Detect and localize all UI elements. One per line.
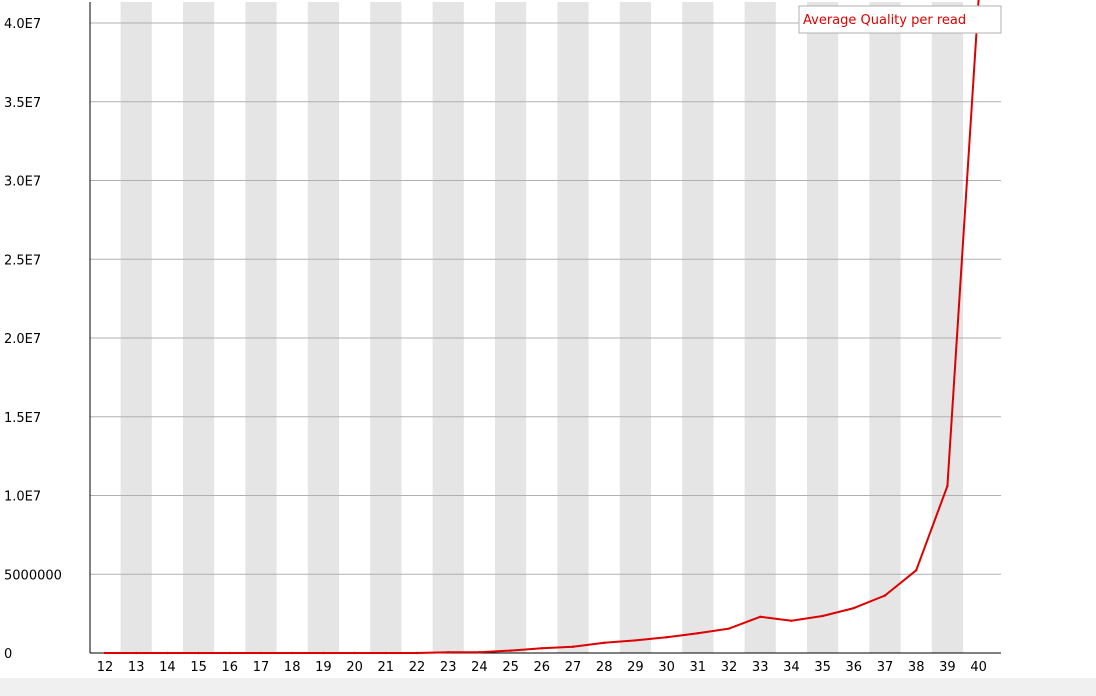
y-tick-2.0E7: 2.0E7	[4, 332, 41, 347]
data-point-26	[540, 647, 543, 650]
stripe-17	[245, 2, 277, 653]
data-point-27	[571, 645, 575, 648]
x-tick-34: 34	[783, 660, 800, 675]
data-point-24	[478, 651, 481, 654]
series-group	[103, 0, 980, 655]
data-point-16	[228, 651, 231, 655]
x-tick-30: 30	[658, 660, 675, 675]
stripe-31	[682, 2, 714, 653]
x-tick-37: 37	[877, 660, 894, 675]
x-tick-labels: 12 13 14 15 16 17 18 19 20 21 22 23 24 25 26 27 28 29 30 31…	[97, 660, 987, 675]
data-point-30	[665, 636, 668, 639]
stripe-15	[183, 2, 215, 653]
bottom-strip	[0, 678, 1096, 696]
y-tick-0: 0	[4, 647, 12, 662]
x-tick-29: 29	[627, 660, 644, 675]
x-tick-33: 33	[752, 660, 769, 675]
data-point-33	[759, 615, 762, 618]
data-point-15	[197, 651, 200, 655]
stripe-33	[744, 2, 776, 653]
data-point-17	[259, 651, 263, 655]
y-tick-2.5E7: 2.5E7	[4, 253, 41, 268]
x-tick-12: 12	[97, 660, 114, 675]
x-tick-36: 36	[846, 660, 863, 675]
y-tick-4.0E7: 4.0E7	[4, 17, 41, 32]
x-tick-38: 38	[908, 660, 925, 675]
legend-box	[798, 5, 1002, 34]
data-point-36	[852, 606, 855, 610]
x-tick-22: 22	[409, 660, 426, 675]
stripe-13	[120, 2, 152, 653]
stripe-21	[370, 2, 402, 653]
x-tick-28: 28	[596, 660, 613, 675]
x-tick-19: 19	[315, 660, 332, 675]
y-tick-1.5E7: 1.5E7	[4, 411, 41, 426]
x-tick-23: 23	[440, 660, 457, 675]
data-point-21	[384, 651, 387, 655]
data-point-40	[977, 0, 980, 1]
y-tick-1.0E7: 1.0E7	[4, 490, 41, 505]
legend-label: Average Quality per read	[803, 13, 966, 28]
x-tick-15: 15	[190, 660, 207, 675]
x-tick-40: 40	[970, 660, 987, 675]
data-point-29	[634, 639, 637, 642]
data-point-38	[915, 569, 918, 572]
stripe-25	[495, 2, 527, 653]
x-tick-35: 35	[814, 660, 831, 675]
data-point-13	[135, 651, 138, 655]
x-tick-27: 27	[565, 660, 582, 675]
x-tick-16: 16	[222, 660, 239, 675]
x-tick-21: 21	[378, 660, 395, 675]
chart-svg: 0 5000000 1.0E7 1.5E7 2.0E7 2.5E7 3.0E7 3.5E7 4.…	[4, 0, 1002, 675]
x-tick-26: 26	[534, 660, 551, 675]
data-point-31	[696, 632, 699, 635]
x-tick-25: 25	[502, 660, 519, 675]
x-tick-24: 24	[471, 660, 488, 675]
gridlines	[90, 22, 1001, 575]
data-point-19	[322, 651, 325, 655]
legend: Average Quality per read	[798, 5, 1002, 34]
stripe-35	[807, 2, 839, 653]
column-stripes	[120, 2, 963, 653]
y-tick-labels: 0 5000000 1.0E7 1.5E7 2.0E7 2.5E7 3.0E7 3.5E7 4.…	[4, 17, 62, 662]
chart-area: 0 5000000 1.0E7 1.5E7 2.0E7 2.5E7 3.0E7 3.5E7 4.…	[4, 0, 1002, 675]
series-line-0	[105, 0, 980, 654]
data-point-18	[291, 651, 294, 655]
stripe-23	[432, 2, 464, 653]
stripe-27	[557, 2, 589, 653]
data-point-23	[447, 651, 450, 654]
stripe-29	[619, 2, 651, 653]
x-tick-31: 31	[690, 660, 707, 675]
data-point-14	[166, 651, 169, 655]
data-point-12	[103, 651, 107, 655]
y-tick-5000000: 5000000	[4, 568, 62, 583]
x-tick-18: 18	[284, 660, 301, 675]
data-point-34	[790, 619, 793, 622]
x-tick-14: 14	[159, 660, 176, 675]
axes	[89, 2, 1001, 654]
x-tick-32: 32	[721, 660, 738, 675]
data-point-28	[603, 641, 606, 644]
data-point-22	[415, 651, 419, 655]
x-tick-13: 13	[128, 660, 145, 675]
x-tick-39: 39	[939, 660, 956, 675]
stripe-19	[307, 2, 339, 653]
data-point-37	[883, 594, 887, 597]
y-tick-3.5E7: 3.5E7	[4, 96, 41, 111]
x-tick-17: 17	[253, 660, 270, 675]
stripe-37	[869, 2, 901, 653]
data-point-32	[727, 627, 731, 630]
data-point-20	[353, 651, 356, 655]
data-point-39	[946, 484, 949, 488]
y-tick-3.0E7: 3.0E7	[4, 175, 41, 190]
data-point-25	[509, 649, 512, 652]
data-point-35	[821, 614, 824, 618]
x-tick-20: 20	[346, 660, 363, 675]
